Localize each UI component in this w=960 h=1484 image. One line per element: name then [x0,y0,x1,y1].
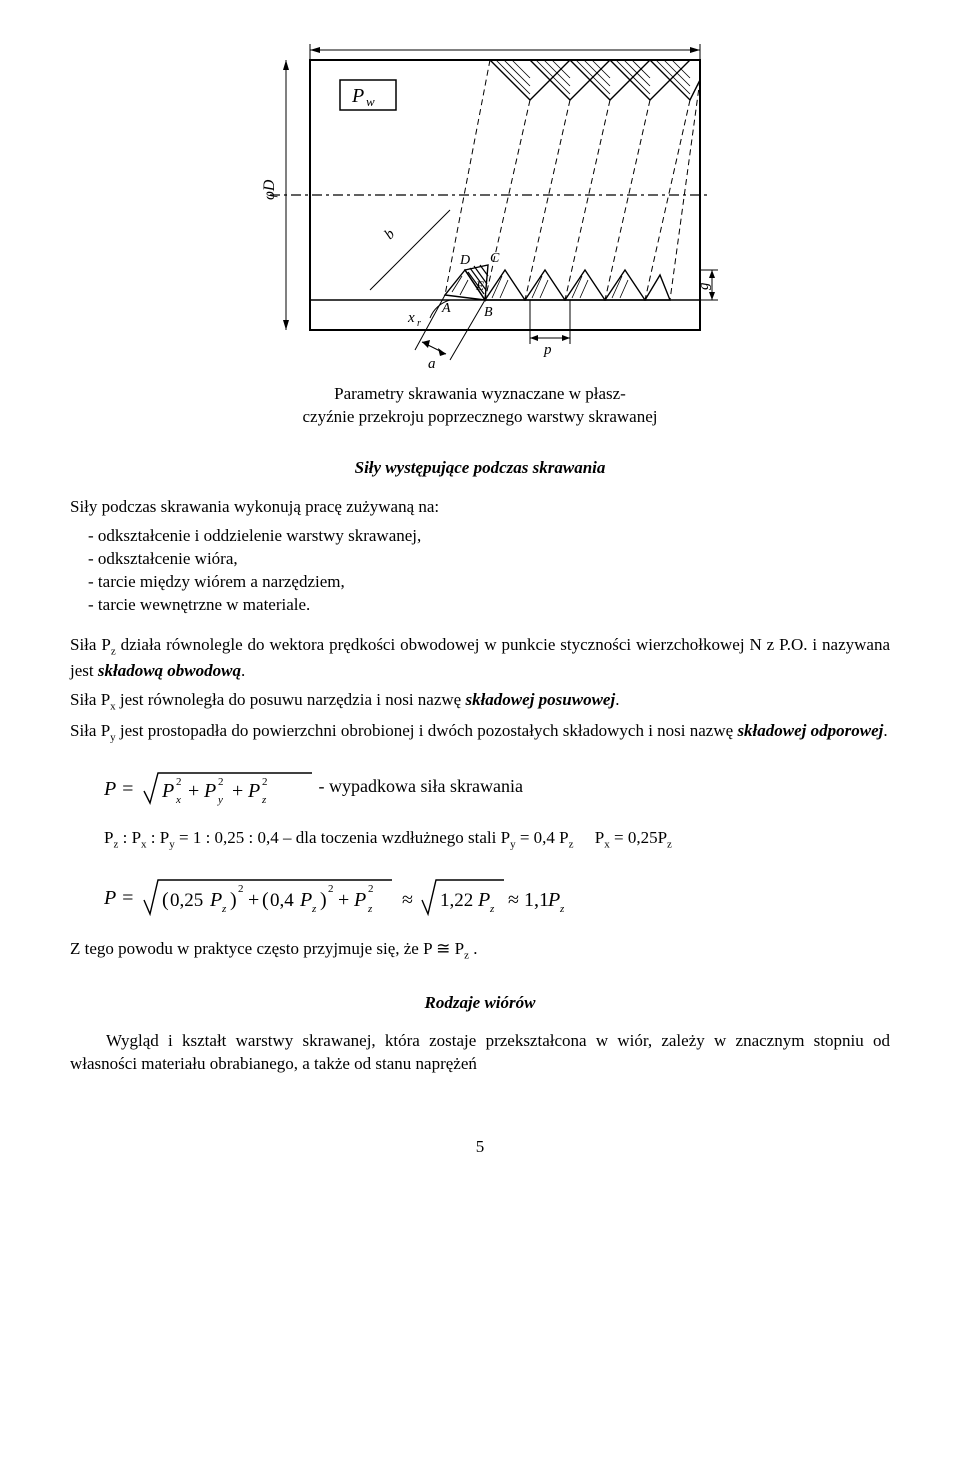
svg-text:2: 2 [218,776,224,788]
svg-text:P: P [547,889,560,911]
svg-text:P: P [247,780,260,802]
svg-text:0,25: 0,25 [170,890,203,911]
list-item: tarcie wewnętrzne w materiale. [106,594,890,617]
svg-text:z: z [489,903,495,915]
svg-text:z: z [559,903,564,915]
px-paragraph: Siła Px jest równoległa do posuwu narzęd… [70,689,890,714]
chips-paragraph: Wygląd i kształt warstwy skrawanej, któr… [70,1030,890,1076]
svg-text:z: z [221,903,227,915]
svg-text:P =: P = [104,887,134,909]
svg-text:(: ( [262,889,269,911]
text-fragment: jest prostopadła do powierzchni obrobion… [116,721,738,740]
svg-text:P: P [161,780,174,802]
svg-text:φD: φD [261,179,278,200]
term-emphasis: składową obwodową [98,661,241,680]
diagram-figure: P w φD [70,40,890,429]
caption-line-1: Parametry skrawania wyznaczane w płasz- [334,384,626,403]
svg-text:P: P [353,889,366,911]
svg-text:): ) [320,889,327,911]
svg-text:g: g [696,282,712,290]
numeric-force-formula: P = ( 0,25 P z ) 2 + ( 0,4 P z ) 2 + P 2… [104,874,890,920]
svg-text:+: + [338,889,349,911]
term-emphasis: składowej odporowej [737,721,883,740]
svg-text:2: 2 [176,776,182,788]
list-item: odkształcenie i oddzielenie warstwy skra… [106,525,890,548]
pz-paragraph: Siła Pz działa równolegle do wektora prę… [70,634,890,682]
section-title-chips: Rodzaje wiórów [70,992,890,1015]
text-fragment: Siła P [70,635,111,654]
svg-text:r: r [417,318,421,329]
intro-paragraph: Siły podczas skrawania wykonują pracę zu… [70,496,890,519]
svg-text:1,22: 1,22 [440,890,473,911]
svg-text:P: P [209,889,222,911]
svg-text:+: + [248,889,259,911]
section-title-forces: Siły występujące podczas skrawania [70,457,890,480]
text-fragment: . [241,661,245,680]
svg-text:P =: P = [104,778,134,800]
caption-line-2: czyźnie przekroju poprzecznego warstwy s… [303,407,658,426]
svg-text:p: p [543,342,552,358]
term-emphasis: składowej posuwowej [465,690,615,709]
svg-text:D: D [459,253,470,268]
formula1-label: - wypadkowa siła skrawania [319,776,523,796]
svg-text:): ) [230,889,237,911]
svg-text:z: z [367,903,373,915]
svg-text:2: 2 [262,776,268,788]
conclusion-paragraph: Z tego powodu w praktyce często przyjmuj… [70,938,890,963]
text-fragment: . [615,690,619,709]
text-fragment: Siła P [70,721,110,740]
svg-text:2: 2 [238,883,244,895]
svg-text:P: P [299,889,312,911]
svg-text:y: y [217,794,223,806]
svg-text:w: w [366,94,375,109]
svg-text:a: a [428,356,436,370]
list-item: tarcie między wiórem a narzędziem, [106,571,890,594]
svg-text:(: ( [162,889,169,911]
svg-text:x: x [407,310,415,326]
svg-text:E: E [475,278,484,293]
bullet-list: odkształcenie i oddzielenie warstwy skra… [70,525,890,617]
svg-text:≈ 1,1: ≈ 1,1 [508,889,549,911]
svg-text:2: 2 [368,883,374,895]
svg-text:+: + [188,780,199,802]
svg-text:b: b [382,226,399,243]
text-fragment: . [883,721,887,740]
svg-text:P: P [203,780,216,802]
py-paragraph: Siła Py jest prostopadła do powierzchni … [70,720,890,745]
svg-text:+: + [232,780,243,802]
svg-text:P: P [351,85,364,107]
svg-text:z: z [311,903,317,915]
resultant-force-formula: P = P 2 x + P 2 y + P 2 z - wypadkowa si… [104,767,890,809]
cutting-diagram-svg: P w φD [240,40,720,370]
svg-text:P: P [477,889,490,911]
svg-text:≈: ≈ [402,889,413,911]
svg-text:0,4: 0,4 [270,890,294,911]
text-fragment: jest równoległa do posuwu narzędzia i no… [116,690,466,709]
figure-caption: Parametry skrawania wyznaczane w płasz- … [70,383,890,429]
svg-text:x: x [175,794,181,806]
svg-text:2: 2 [328,883,334,895]
text-fragment: Siła P [70,690,110,709]
svg-text:z: z [261,794,267,806]
page-number: 5 [70,1136,890,1159]
svg-text:C: C [490,251,500,266]
ratio-line: Pz : Px : Py = 1 : 0,25 : 0,4 – dla tocz… [104,827,890,852]
svg-text:B: B [484,305,493,320]
list-item: odkształcenie wióra, [106,548,890,571]
